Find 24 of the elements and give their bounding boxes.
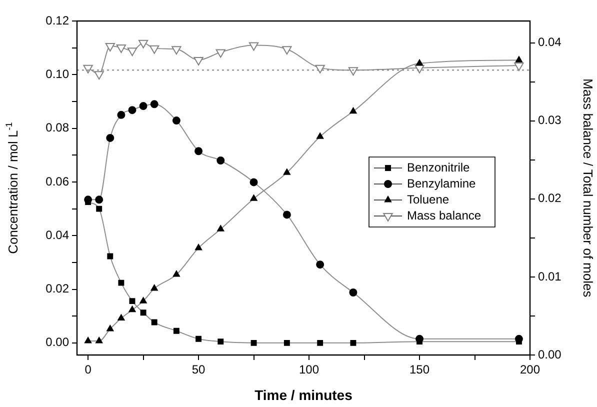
y2-tick-label: 0.04 <box>538 35 562 50</box>
y-axis-title: Concentration / mol L-1 <box>4 122 21 254</box>
y2-axis-title: Mass balance / Total number of moles <box>580 78 596 298</box>
x-tick-label: 50 <box>192 362 206 377</box>
y-tick-label: 0.10 <box>46 66 70 81</box>
x-tick-label: 100 <box>299 362 320 377</box>
y-tick-label: 0.00 <box>46 335 70 350</box>
x-axis-title: Time / minutes <box>254 386 353 403</box>
y-tick-label: 0.04 <box>46 228 70 242</box>
y2-tick-label: 0.00 <box>538 347 562 362</box>
x-tick-label: 0 <box>84 362 92 377</box>
x-tick-label: 150 <box>409 362 430 377</box>
legend-label: Toluene <box>407 192 450 206</box>
y2-tick-label: 0.03 <box>538 113 562 128</box>
y-tick-label: 0.06 <box>46 174 70 188</box>
legend-label: Mass balance <box>407 208 482 222</box>
y-tick-label: 0.02 <box>46 282 70 296</box>
legend-label: Benzonitrile <box>407 160 470 174</box>
y2-tick-label: 0.02 <box>538 191 562 206</box>
legend-label: Benzylamine <box>407 176 476 190</box>
x-tick-label: 200 <box>520 362 540 377</box>
y-tick-label: 0.12 <box>46 13 70 28</box>
y2-tick-label: 0.01 <box>538 269 562 284</box>
y-tick-label: 0.08 <box>46 120 70 135</box>
